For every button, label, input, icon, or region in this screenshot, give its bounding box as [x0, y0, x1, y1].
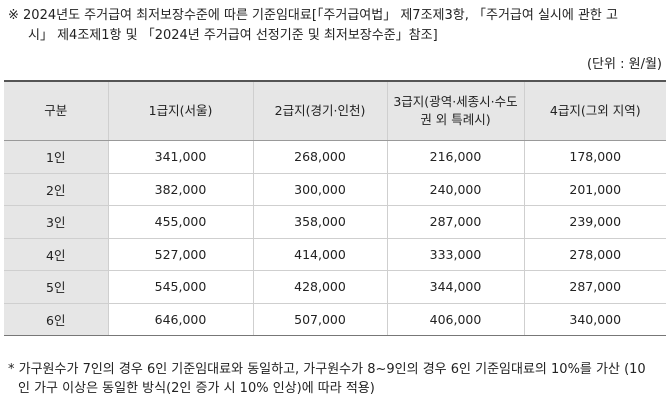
cell-value: 300,000	[252, 173, 387, 206]
row-group-label: 4인	[4, 238, 108, 271]
row-group-label: 5인	[4, 270, 108, 304]
cell-value: 341,000	[107, 140, 253, 174]
cell-value: 216,000	[386, 140, 524, 174]
cell-value: 527,000	[107, 238, 253, 271]
row-group-label: 1인	[4, 140, 108, 174]
intro-text: ※ 2024년도 주거급여 최저보장수준에 따른 기준임대료[「주거급여법」 제…	[8, 6, 668, 46]
cell-value: 333,000	[386, 238, 524, 271]
cell-value: 428,000	[252, 270, 387, 304]
header-category: 구분	[4, 80, 108, 141]
cell-value: 382,000	[107, 173, 253, 206]
intro-line-1: ※ 2024년도 주거급여 최저보장수준에 따른 기준임대료[「주거급여법」 제…	[8, 8, 618, 23]
cell-value: 239,000	[523, 205, 666, 239]
footnote: * 가구원수가 7인의 경우 6인 기준임대료와 동일하고, 가구원수가 8~9…	[8, 360, 668, 398]
footnote-line-1: * 가구원수가 7인의 경우 6인 기준임대료와 동일하고, 가구원수가 8~9…	[8, 362, 646, 377]
table-row: 2인 382,000 300,000 240,000 201,000	[4, 173, 666, 206]
header-grade-3: 3급지(광역·세종시·수도권 외 특례시)	[386, 80, 524, 141]
header-grade-4: 4급지(그외 지역)	[523, 80, 666, 141]
cell-value: 545,000	[107, 270, 253, 304]
cell-value: 414,000	[252, 238, 387, 271]
cell-value: 201,000	[523, 173, 666, 206]
cell-value: 344,000	[386, 270, 524, 304]
cell-value: 455,000	[107, 205, 253, 239]
cell-value: 340,000	[523, 303, 666, 336]
cell-value: 358,000	[252, 205, 387, 239]
cell-value: 287,000	[523, 270, 666, 304]
row-group-label: 6인	[4, 303, 108, 336]
rent-table: 구분 1급지(서울) 2급지(경기·인천) 3급지(광역·세종시·수도권 외 특…	[4, 80, 666, 336]
table-row: 6인 646,000 507,000 406,000 340,000	[4, 303, 666, 336]
intro-line-2: 시」 제4조제1항 및 「2024년 주거급여 선정기준 및 최저보장수준」참조…	[28, 28, 438, 43]
cell-value: 287,000	[386, 205, 524, 239]
footnote-line-2: 인 가구 이상은 동일한 방식(2인 증가 시 10% 인상)에 따라 적용)	[18, 381, 375, 396]
cell-value: 278,000	[523, 238, 666, 271]
cell-value: 178,000	[523, 140, 666, 174]
table-row: 3인 455,000 358,000 287,000 239,000	[4, 205, 666, 239]
cell-value: 240,000	[386, 173, 524, 206]
cell-value: 646,000	[107, 303, 253, 336]
table-row: 4인 527,000 414,000 333,000 278,000	[4, 238, 666, 271]
row-group-label: 2인	[4, 173, 108, 206]
table-header-row: 구분 1급지(서울) 2급지(경기·인천) 3급지(광역·세종시·수도권 외 특…	[4, 80, 666, 141]
cell-value: 268,000	[252, 140, 387, 174]
row-group-label: 3인	[4, 205, 108, 239]
table-row: 1인 341,000 268,000 216,000 178,000	[4, 140, 666, 174]
cell-value: 406,000	[386, 303, 524, 336]
cell-value: 507,000	[252, 303, 387, 336]
header-grade-2: 2급지(경기·인천)	[252, 80, 387, 141]
unit-label: (단위 : 원/월)	[586, 57, 662, 72]
header-grade-1: 1급지(서울)	[107, 80, 253, 141]
table-row: 5인 545,000 428,000 344,000 287,000	[4, 270, 666, 304]
